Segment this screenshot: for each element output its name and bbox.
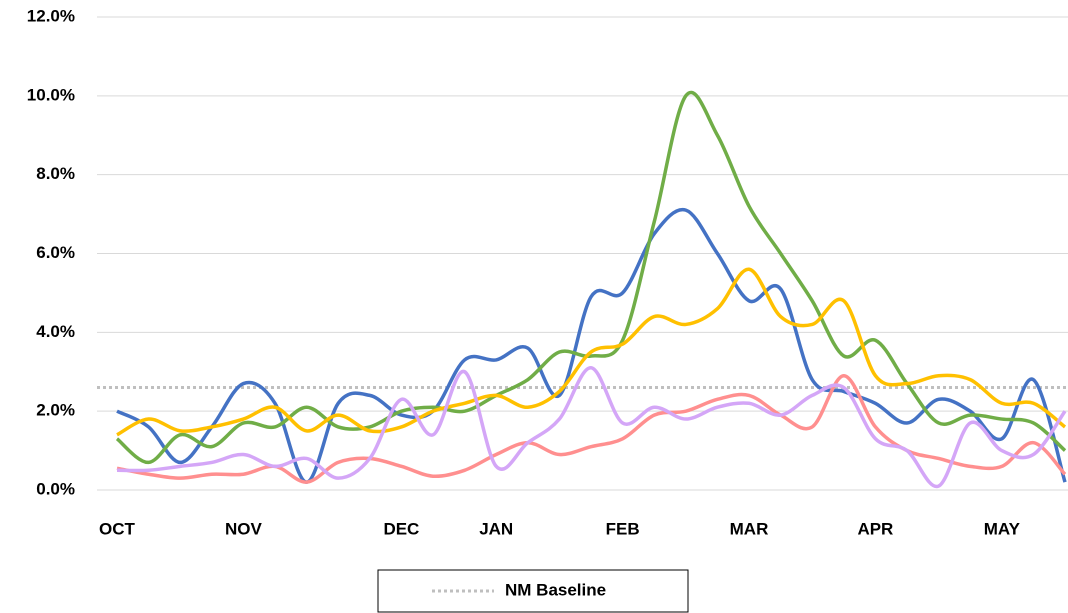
legend-box <box>377 569 689 613</box>
series-line <box>116 267 1067 437</box>
y-tick-label: 0.0% <box>36 479 75 498</box>
plot-area <box>97 91 1068 488</box>
x-tick-label: OCT <box>99 519 136 538</box>
x-tick-label: MAY <box>984 519 1021 538</box>
x-tick-label: FEB <box>606 519 640 538</box>
x-tick-label: APR <box>857 519 893 538</box>
x-tick-label: DEC <box>383 519 419 538</box>
series-line <box>116 373 1067 484</box>
y-tick-label: 10.0% <box>27 85 75 104</box>
y-tick-label: 12.0% <box>27 6 75 25</box>
x-tick-label: MAR <box>730 519 769 538</box>
series-line <box>116 366 1067 488</box>
series-line <box>116 207 1067 484</box>
y-tick-label: 6.0% <box>36 243 75 262</box>
y-tick-label: 8.0% <box>36 164 75 183</box>
series-line <box>115 91 1067 465</box>
x-tick-label: NOV <box>225 519 263 538</box>
legend-label: NM Baseline <box>505 580 606 599</box>
x-tick-label: JAN <box>479 519 513 538</box>
y-tick-label: 2.0% <box>36 401 75 420</box>
y-tick-label: 4.0% <box>36 322 75 341</box>
